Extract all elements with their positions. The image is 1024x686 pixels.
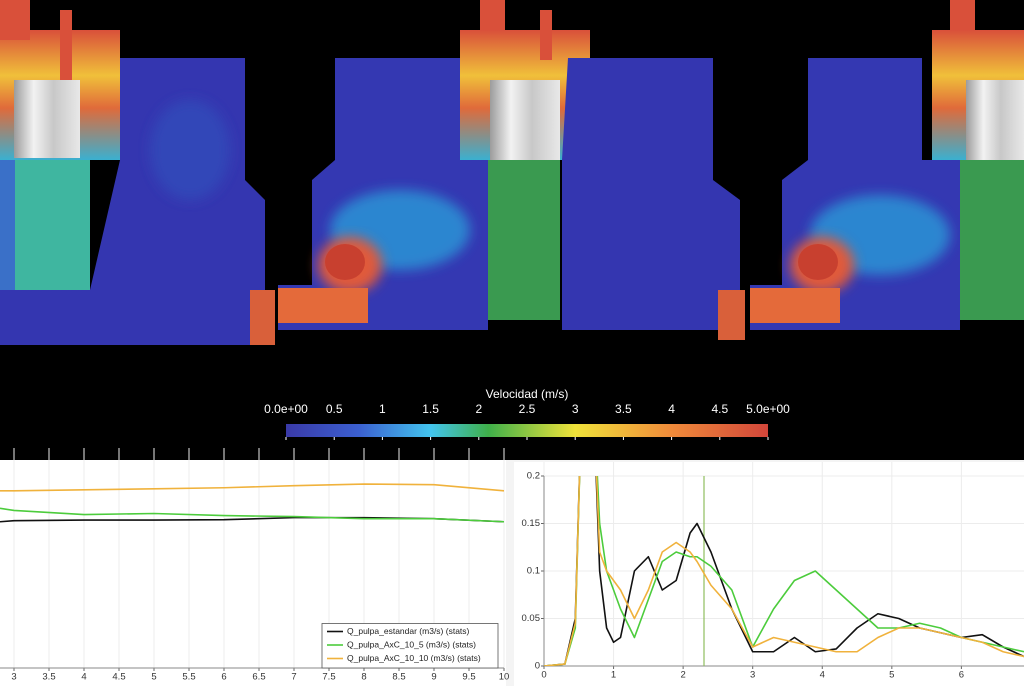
cfd-render [0,0,1024,345]
x-tick-label: 5 [889,670,894,681]
x-tick-label: 1 [611,670,616,681]
legend-label: Q_pulpa_estandar (m3/s) (stats) [347,626,470,636]
y-tick-label: 0 [535,661,540,672]
x-tick-label: 10 [499,672,510,683]
y-tick-label: 0.1 [527,566,540,577]
x-tick-label: 4 [820,670,825,681]
colorbar-tick-label: 1 [379,402,386,416]
plot-lines [544,476,1024,666]
x-tick-label: 6 [959,670,964,681]
colorbar-tick-label: 5.0e+00 [746,402,790,416]
colorbar-tick-label: 0.0e+00 [264,402,308,416]
x-tick-label: 9 [431,672,436,683]
colorbar-tick-label: 4 [668,402,675,416]
series-line [544,476,1024,666]
x-tick-label: 8.5 [392,672,405,683]
x-tick-label: 3 [11,672,16,683]
colorbar-tick-label: 3.5 [615,402,632,416]
legend-label: Q_pulpa_AxC_10_10 (m3/s) (stats) [347,653,481,663]
x-tick-label: 5.5 [182,672,195,683]
x-tick-label: 6.5 [252,672,265,683]
colorbar-tick-label: 3 [572,402,579,416]
colorbar-title: Velocidad (m/s) [486,387,569,401]
x-tick-label: 0 [541,670,546,681]
x-tick-label: 4 [81,672,86,683]
colorbar-tick-label: 2 [475,402,482,416]
colorbar-tick-label: 0.5 [326,402,343,416]
x-tick-label: 8 [361,672,366,683]
x-tick-label: 3.5 [42,672,55,683]
series-line [0,507,504,523]
y-tick-label: 0.05 [522,613,541,624]
plot-lines [0,483,504,523]
colorbar-tick-label: 4.5 [711,402,728,416]
series-line [0,483,504,492]
x-tick-label: 9.5 [462,672,475,683]
y-tick-label: 0.2 [527,471,540,482]
y-tick-label: 0.15 [522,518,541,529]
colorbar [286,424,768,437]
x-tick-label: 7.5 [322,672,335,683]
series-line [544,476,1024,666]
x-tick-label: 4.5 [112,672,125,683]
x-tick-label: 5 [151,672,156,683]
x-tick-label: 3 [750,670,755,681]
legend-label: Q_pulpa_AxC_10_5 (m3/s) (stats) [347,639,476,649]
legend-box [321,623,499,669]
colorbar-tick-label: 1.5 [422,402,439,416]
x-tick-label: 2 [680,670,685,681]
x-tick-label: 7 [291,672,296,683]
x-tick-label: 6 [221,672,226,683]
colorbar-tick-label: 2.5 [519,402,536,416]
